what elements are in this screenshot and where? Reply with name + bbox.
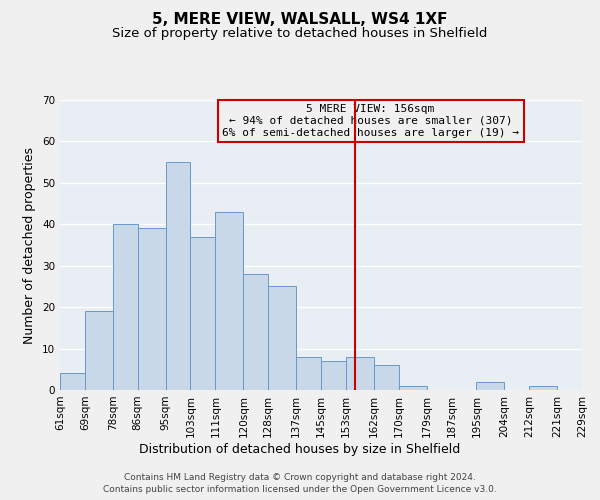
- Bar: [374, 365, 398, 390]
- Bar: [244, 274, 268, 390]
- Bar: [268, 286, 296, 390]
- Y-axis label: Number of detached properties: Number of detached properties: [23, 146, 37, 344]
- Bar: [346, 357, 374, 390]
- Bar: [166, 162, 190, 390]
- Bar: [60, 374, 85, 390]
- Text: 5 MERE VIEW: 156sqm
← 94% of detached houses are smaller (307)
6% of semi-detach: 5 MERE VIEW: 156sqm ← 94% of detached ho…: [222, 104, 519, 138]
- Text: Contains HM Land Registry data © Crown copyright and database right 2024.: Contains HM Land Registry data © Crown c…: [124, 472, 476, 482]
- Text: Size of property relative to detached houses in Shelfield: Size of property relative to detached ho…: [112, 28, 488, 40]
- Bar: [113, 224, 137, 390]
- Bar: [296, 357, 321, 390]
- Text: 5, MERE VIEW, WALSALL, WS4 1XF: 5, MERE VIEW, WALSALL, WS4 1XF: [152, 12, 448, 28]
- Bar: [137, 228, 166, 390]
- Bar: [215, 212, 244, 390]
- Bar: [85, 312, 113, 390]
- Bar: [476, 382, 505, 390]
- Text: Contains public sector information licensed under the Open Government Licence v3: Contains public sector information licen…: [103, 485, 497, 494]
- Bar: [398, 386, 427, 390]
- Bar: [529, 386, 557, 390]
- Text: Distribution of detached houses by size in Shelfield: Distribution of detached houses by size …: [139, 442, 461, 456]
- Bar: [321, 361, 346, 390]
- Bar: [190, 236, 215, 390]
